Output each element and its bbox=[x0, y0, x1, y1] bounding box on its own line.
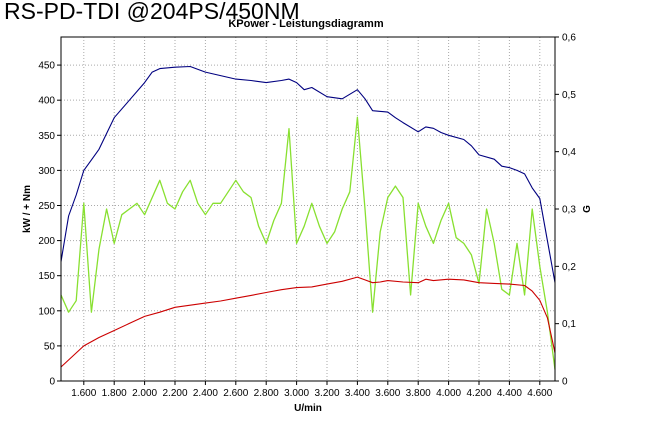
x-tick-label: 1.600 bbox=[71, 388, 96, 399]
x-tick-label: 4.000 bbox=[436, 388, 461, 399]
y-tick-label: 200 bbox=[38, 236, 55, 247]
y2-tick-label: 0,2 bbox=[562, 262, 576, 273]
x-tick-label: 4.400 bbox=[497, 388, 522, 399]
x-axis-label: U/min bbox=[294, 403, 322, 414]
y2-tick-label: 0,4 bbox=[562, 147, 576, 158]
power-series-line bbox=[60, 276, 556, 368]
x-tick-label: 3.800 bbox=[406, 388, 431, 399]
y-tick-label: 400 bbox=[38, 96, 55, 107]
y2-axis-label: G bbox=[582, 205, 593, 213]
x-tick-label: 3.000 bbox=[284, 388, 309, 399]
y2-tick-label: 0 bbox=[562, 377, 568, 388]
y-tick-label: 50 bbox=[44, 341, 56, 352]
page-title: RS-PD-TDI @204PS/450NM bbox=[4, 0, 300, 24]
y-tick-label: 350 bbox=[38, 131, 55, 142]
x-tick-label: 3.200 bbox=[314, 388, 339, 399]
x-tick-label: 3.600 bbox=[375, 388, 400, 399]
x-tick-label: 4.600 bbox=[527, 388, 552, 399]
series-layer bbox=[60, 65, 556, 370]
x-tick-label: 3.400 bbox=[345, 388, 370, 399]
tick-labels: 1.600 1.800 2.000 2.200 2.400 2.600 2.800 3.000… bbox=[38, 33, 576, 400]
y2-tick-label: 0,3 bbox=[562, 205, 576, 216]
y-tick-label: 150 bbox=[38, 271, 55, 282]
chart-title: KPower - Leistungsdiagramm bbox=[228, 18, 383, 30]
x-tick-label: 2.000 bbox=[132, 388, 157, 399]
y-tick-label: 0 bbox=[49, 377, 55, 388]
y2-tick-label: 0,1 bbox=[562, 319, 576, 330]
y-tick-label: 250 bbox=[38, 201, 55, 212]
y2-tick-label: 0,5 bbox=[562, 90, 576, 101]
y-tick-label: 100 bbox=[38, 306, 55, 317]
x-tick-label: 2.400 bbox=[193, 388, 218, 399]
y-tick-label: 300 bbox=[38, 166, 55, 177]
x-tick-label: 2.200 bbox=[162, 388, 187, 399]
y-axis-label: kW / + Nm bbox=[22, 185, 33, 233]
plot-area bbox=[61, 37, 555, 381]
x-tick-label: 4.200 bbox=[466, 388, 491, 399]
x-tick-label: 2.600 bbox=[223, 388, 248, 399]
g-series-line bbox=[60, 116, 556, 370]
x-tick-label: 2.800 bbox=[254, 388, 279, 399]
y2-tick-label: 0,6 bbox=[562, 33, 576, 44]
x-tick-label: 1.800 bbox=[102, 388, 127, 399]
torque-series-line bbox=[60, 65, 556, 283]
tick-marks bbox=[57, 36, 559, 385]
y-tick-label: 450 bbox=[38, 61, 55, 72]
